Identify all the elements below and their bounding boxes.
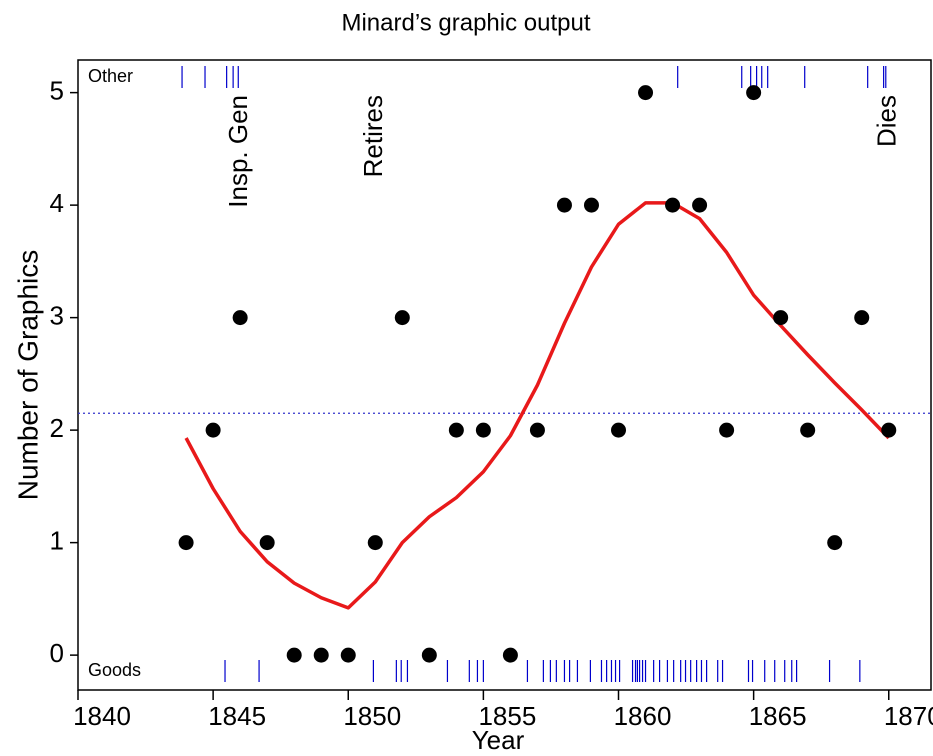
point — [313, 647, 329, 663]
point — [340, 647, 356, 663]
x-tick-label: 1850 — [343, 701, 401, 731]
x-tick-label: 1865 — [749, 701, 807, 731]
point — [692, 197, 708, 213]
point — [611, 422, 627, 438]
y-axis-label: Number of Graphics — [12, 250, 43, 501]
x-axis-label: Year — [472, 725, 525, 755]
point — [800, 422, 816, 438]
point — [421, 647, 437, 663]
chart-title: Minard’s graphic output — [341, 9, 590, 36]
rug-label: Other — [88, 66, 133, 86]
x-tick-label: 1870 — [884, 701, 933, 731]
point — [232, 310, 248, 326]
x-tick-label: 1840 — [73, 701, 131, 731]
x-tick-label: 1860 — [614, 701, 672, 731]
y-tick-label: 4 — [50, 188, 64, 218]
annotation: Dies — [872, 95, 902, 147]
point — [854, 310, 870, 326]
point — [448, 422, 464, 438]
plot-frame — [77, 59, 932, 691]
point — [259, 535, 275, 551]
point — [881, 422, 897, 438]
y-tick-label: 5 — [50, 76, 64, 106]
y-tick-label: 0 — [50, 638, 64, 668]
point — [394, 310, 410, 326]
y-tick-label: 3 — [50, 301, 64, 331]
point — [529, 422, 545, 438]
point — [205, 422, 221, 438]
point — [746, 85, 762, 101]
x-tick-label: 1855 — [478, 701, 536, 731]
point — [719, 422, 735, 438]
point — [367, 535, 383, 551]
x-tick-label: 1845 — [208, 701, 266, 731]
point — [583, 197, 599, 213]
point — [556, 197, 572, 213]
smooth-line — [184, 201, 891, 610]
point — [502, 647, 518, 663]
point — [665, 197, 681, 213]
y-tick-label: 1 — [50, 526, 64, 556]
rug-label: Goods — [88, 660, 141, 680]
point — [475, 422, 491, 438]
point — [827, 535, 843, 551]
point — [638, 85, 654, 101]
point — [178, 535, 194, 551]
point — [286, 647, 302, 663]
annotation: Retires — [358, 95, 388, 177]
annotation: Insp. Gen — [223, 95, 253, 208]
point — [773, 310, 789, 326]
y-tick-label: 2 — [50, 413, 64, 443]
